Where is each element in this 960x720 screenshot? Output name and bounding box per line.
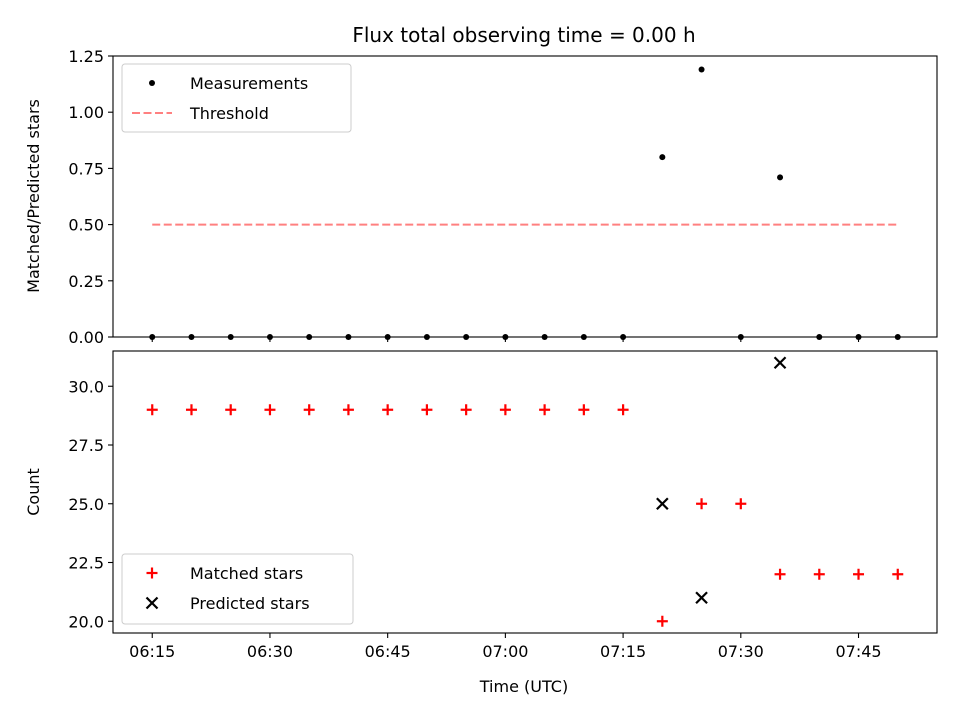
bottom-legend-label-1: Predicted stars [190,594,310,613]
top-legend-box [121,63,352,133]
bottom-legend-swatch-0 [146,567,158,579]
bottom-series-0-point-6 [382,404,394,416]
top-y-tick-label-4: 1.00 [68,103,104,122]
bottom-data-marks [146,356,904,627]
bottom-axes-ticks: 06:15 06:30 06:45 07:00 07:15 07:30 07:45 20.0 2… [68,377,881,661]
bottom-legend: Matched stars Predicted stars [121,553,354,625]
bottom-axes-frame [112,350,938,634]
top-series-0-point-13 [659,154,666,161]
top-axes-ticks: 0.00 0.25 0.50 0.75 1.00 1.25 [68,47,860,347]
top-data-marks [149,66,901,340]
bottom-series-0-point-14 [696,498,708,510]
top-y-axis-label: Matched/Predicted stars [24,99,43,293]
bottom-series-0-point-9 [499,404,511,416]
bottom-series-1-point-0 [656,497,669,511]
top-y-tick-label-3: 0.75 [68,159,104,178]
top-y-tick-label-2: 0.50 [68,216,104,235]
bottom-panel: Count Time (UTC) 06:15 06:30 06:45 07:00 07:… [24,350,938,696]
bottom-y-axis-label: Count [24,468,43,516]
bottom-series-1-point-1 [695,591,708,605]
bottom-legend-swatch-1 [145,596,159,610]
top-y-tick-label-1: 0.25 [68,272,104,291]
bottom-series-0-point-16 [774,568,786,580]
top-chart-title: Flux total observing time = 0.00 h [352,23,695,47]
top-series-0-point-14 [698,66,705,73]
bottom-series-1-point-2 [773,356,787,370]
bottom-y-tick-label-4: 30.0 [68,377,104,396]
bottom-series-0-point-18 [853,568,865,580]
bottom-series-0-point-0 [146,404,158,416]
bottom-legend-label-0: Matched stars [190,564,303,583]
bottom-series-0-point-5 [342,404,354,416]
bottom-x-tick-label-2: 06:45 [365,642,411,661]
top-y-tick-label-0: 0.00 [68,328,104,347]
bottom-series-0-point-12 [617,404,629,416]
top-series-0-point-16 [777,174,784,181]
bottom-x-tick-label-0: 06:15 [129,642,175,661]
bottom-y-tick-label-1: 22.5 [68,554,104,573]
bottom-x-axis-label: Time (UTC) [479,677,568,696]
top-legend: Measurements Threshold [121,63,352,133]
top-legend-label-1: Threshold [189,104,269,123]
bottom-series-0-point-19 [892,568,904,580]
bottom-series-0-point-7 [421,404,433,416]
bottom-series-0-point-2 [225,404,237,416]
bottom-legend-box [121,553,354,625]
bottom-x-tick-label-6: 07:45 [835,642,881,661]
bottom-y-tick-label-3: 27.5 [68,436,104,455]
top-axes-frame [112,55,938,338]
top-legend-swatch-0 [149,80,155,86]
bottom-x-tick-label-1: 06:30 [247,642,293,661]
top-panel: Flux total observing time = 0.00 h Match… [24,23,938,347]
top-y-tick-label-5: 1.25 [68,47,104,66]
bottom-series-0-point-3 [264,404,276,416]
bottom-y-tick-label-2: 25.0 [68,495,104,514]
bottom-series-0-point-15 [735,498,747,510]
bottom-series-0-point-8 [460,404,472,416]
top-legend-label-0: Measurements [190,74,308,93]
bottom-series-0-point-11 [578,404,590,416]
bottom-x-tick-label-3: 07:00 [482,642,528,661]
bottom-series-0-point-13 [656,615,668,627]
bottom-series-0-point-1 [185,404,197,416]
bottom-series-0-point-17 [813,568,825,580]
bottom-x-tick-label-4: 07:15 [600,642,646,661]
bottom-series-0-point-4 [303,404,315,416]
bottom-series-0-point-10 [539,404,551,416]
bottom-x-tick-label-5: 07:30 [718,642,764,661]
bottom-y-tick-label-0: 20.0 [68,612,104,631]
